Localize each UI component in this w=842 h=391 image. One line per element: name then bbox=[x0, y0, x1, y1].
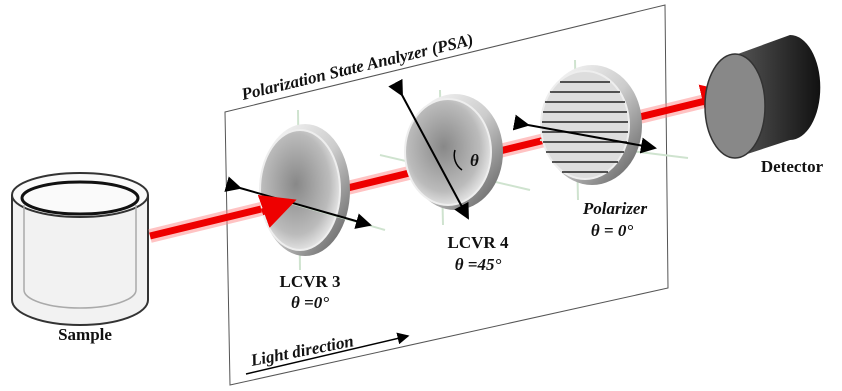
detector-label: Detector bbox=[761, 157, 824, 176]
detector bbox=[705, 35, 820, 158]
theta-symbol: θ bbox=[470, 151, 479, 170]
lcvr4-angle: θ =45° bbox=[455, 255, 502, 274]
lcvr4-label: LCVR 4 bbox=[448, 233, 509, 252]
lcvr3-label: LCVR 3 bbox=[280, 272, 341, 291]
sample bbox=[12, 173, 148, 325]
sample-label: Sample bbox=[58, 325, 112, 344]
polarizer-angle: θ = 0° bbox=[591, 221, 634, 240]
lcvr3-angle: θ =0° bbox=[291, 293, 329, 312]
diagram: Polarization State Analyzer (PSA) θ bbox=[0, 0, 842, 391]
polarizer-label: Polarizer bbox=[582, 199, 648, 218]
